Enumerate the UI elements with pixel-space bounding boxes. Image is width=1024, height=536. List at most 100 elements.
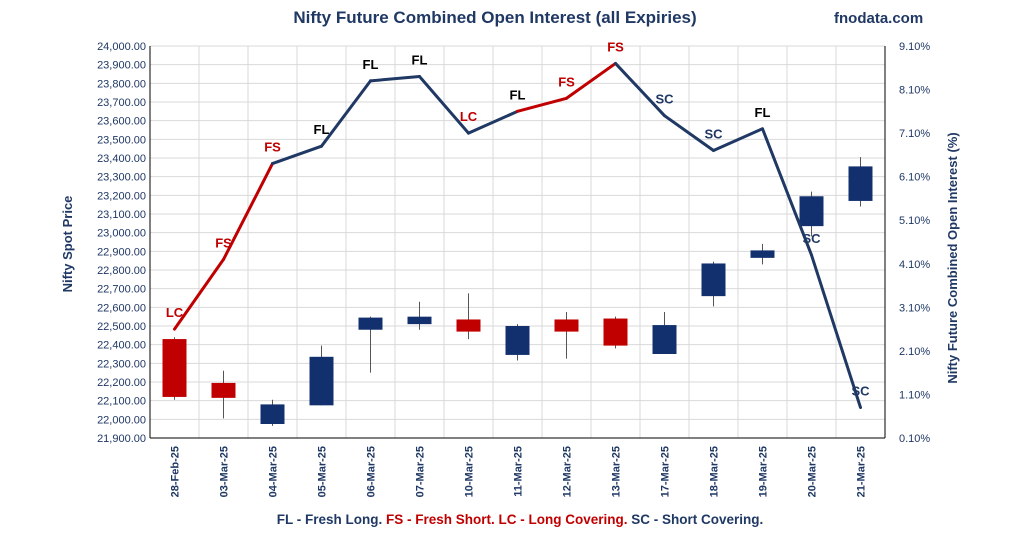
oi-point-label: FL bbox=[314, 122, 330, 137]
x-tick-label: 20-Mar-25 bbox=[807, 446, 819, 497]
y-tick-label: 22,100.00 bbox=[97, 396, 146, 408]
oi-line-segment bbox=[761, 127, 813, 257]
y2-tick-label: 9.10% bbox=[899, 41, 930, 53]
candle-body bbox=[603, 318, 628, 346]
y-tick-label: 23,800.00 bbox=[97, 78, 146, 90]
x-tick-label: 07-Mar-25 bbox=[415, 446, 427, 497]
y2-tick-label: 5.10% bbox=[899, 215, 930, 227]
x-tick-label: 06-Mar-25 bbox=[366, 446, 378, 497]
candle-body bbox=[554, 319, 579, 332]
candle-body bbox=[358, 317, 383, 330]
oi-line-segment bbox=[271, 144, 323, 166]
y-tick-label: 23,700.00 bbox=[97, 97, 146, 109]
y-tick-label: 23,200.00 bbox=[97, 190, 146, 202]
x-tick-label: 10-Mar-25 bbox=[464, 446, 476, 497]
candle-body bbox=[799, 196, 824, 227]
candle-body bbox=[701, 263, 726, 297]
chart-title: Nifty Future Combined Open Interest (all… bbox=[293, 8, 697, 27]
candle-body bbox=[260, 404, 285, 424]
brand-label: fnodata.com bbox=[834, 10, 924, 27]
x-tick-label: 04-Mar-25 bbox=[268, 446, 280, 497]
y-tick-label: 23,900.00 bbox=[97, 60, 146, 72]
oi-point-label: LC bbox=[166, 305, 184, 320]
candle-body bbox=[162, 339, 187, 397]
y2-axis-label: Nifty Future Combined Open Interest (%) bbox=[945, 132, 960, 383]
oi-line-segment bbox=[810, 253, 862, 410]
y-tick-label: 23,500.00 bbox=[97, 134, 146, 146]
oi-point-label: FS bbox=[264, 140, 281, 155]
oi-line-segment bbox=[418, 74, 470, 135]
candle-body bbox=[407, 316, 432, 325]
y-tick-label: 23,400.00 bbox=[97, 153, 146, 165]
legend-fl: FL - Fresh Long. bbox=[276, 512, 383, 527]
x-tick-label: 21-Mar-25 bbox=[856, 446, 868, 497]
oi-point-label: SC bbox=[655, 92, 674, 107]
legend-sc: SC - Short Covering. bbox=[631, 512, 764, 527]
y2-tick-label: 7.10% bbox=[899, 128, 930, 140]
oi-line-segment bbox=[663, 114, 715, 153]
legend-fs: FS - Fresh Short. bbox=[385, 512, 495, 527]
oi-point-label: SC bbox=[802, 231, 821, 246]
x-tick-label: 18-Mar-25 bbox=[709, 446, 721, 497]
oi-line-segment bbox=[222, 162, 274, 261]
y2-tick-label: 6.10% bbox=[899, 172, 930, 184]
y-axis-label: Nifty Spot Price bbox=[60, 196, 75, 293]
y-tick-label: 21,900.00 bbox=[97, 433, 146, 445]
y-tick-label: 23,300.00 bbox=[97, 172, 146, 184]
oi-point-label: FL bbox=[412, 52, 428, 67]
oi-line-segment bbox=[369, 74, 421, 83]
y-tick-label: 24,000.00 bbox=[97, 41, 146, 53]
x-tick-label: 28-Feb-25 bbox=[170, 446, 182, 497]
legend-lc: LC - Long Covering. bbox=[498, 512, 628, 527]
axes-layer: 21,900.00 22,000.00 22,100.00 22,200.00 22,3… bbox=[97, 41, 930, 497]
candles-layer bbox=[162, 157, 873, 426]
y-tick-label: 22,700.00 bbox=[97, 284, 146, 296]
oi-point-label: FS bbox=[607, 39, 624, 54]
y2-tick-label: 1.10% bbox=[899, 389, 930, 401]
y2-tick-label: 0.10% bbox=[899, 433, 930, 445]
x-tick-label: 11-Mar-25 bbox=[513, 446, 525, 497]
y2-tick-label: 8.10% bbox=[899, 85, 930, 97]
oi-line-segment bbox=[712, 127, 764, 153]
oi-labels-layer: LC FS FS FL FL FL LC FL FS FS SC SC FL SC SC bbox=[166, 39, 870, 398]
oi-line-segment bbox=[516, 96, 568, 113]
oi-line-segment bbox=[173, 257, 225, 331]
oi-point-label: FL bbox=[510, 87, 526, 102]
x-tick-label: 03-Mar-25 bbox=[219, 446, 231, 497]
candle-body bbox=[456, 319, 481, 332]
y-tick-label: 23,600.00 bbox=[97, 116, 146, 128]
x-tick-label: 17-Mar-25 bbox=[660, 446, 672, 497]
oi-line-segment bbox=[565, 61, 617, 100]
candle-body bbox=[211, 382, 236, 398]
y-tick-label: 22,400.00 bbox=[97, 340, 146, 352]
y-tick-label: 22,200.00 bbox=[97, 377, 146, 389]
y2-tick-label: 4.10% bbox=[899, 259, 930, 271]
oi-point-label: FL bbox=[363, 57, 379, 72]
oi-point-label: SC bbox=[704, 127, 723, 142]
candle-body bbox=[505, 326, 530, 355]
oi-point-label: LC bbox=[460, 109, 478, 124]
oi-line-segment bbox=[320, 79, 372, 148]
y-tick-label: 22,500.00 bbox=[97, 321, 146, 333]
oi-point-label: SC bbox=[851, 384, 870, 399]
candle-body bbox=[848, 166, 873, 201]
y-tick-label: 22,300.00 bbox=[97, 358, 146, 370]
y-tick-label: 22,000.00 bbox=[97, 414, 146, 426]
oi-point-label: FS bbox=[558, 74, 575, 89]
y2-tick-label: 3.10% bbox=[899, 302, 930, 314]
y2-tick-label: 2.10% bbox=[899, 346, 930, 358]
oi-point-label: FS bbox=[215, 235, 232, 250]
x-tick-label: 05-Mar-25 bbox=[317, 446, 329, 497]
x-tick-label: 13-Mar-25 bbox=[611, 446, 623, 497]
candle-body bbox=[750, 250, 775, 258]
candle-body bbox=[652, 325, 677, 354]
candle-body bbox=[309, 356, 334, 406]
grid-layer bbox=[149, 45, 886, 439]
oi-point-label: FL bbox=[755, 105, 771, 120]
y-tick-label: 22,800.00 bbox=[97, 265, 146, 277]
y-tick-label: 23,100.00 bbox=[97, 209, 146, 221]
x-tick-label: 19-Mar-25 bbox=[758, 446, 770, 497]
oi-line-segment bbox=[467, 109, 519, 135]
